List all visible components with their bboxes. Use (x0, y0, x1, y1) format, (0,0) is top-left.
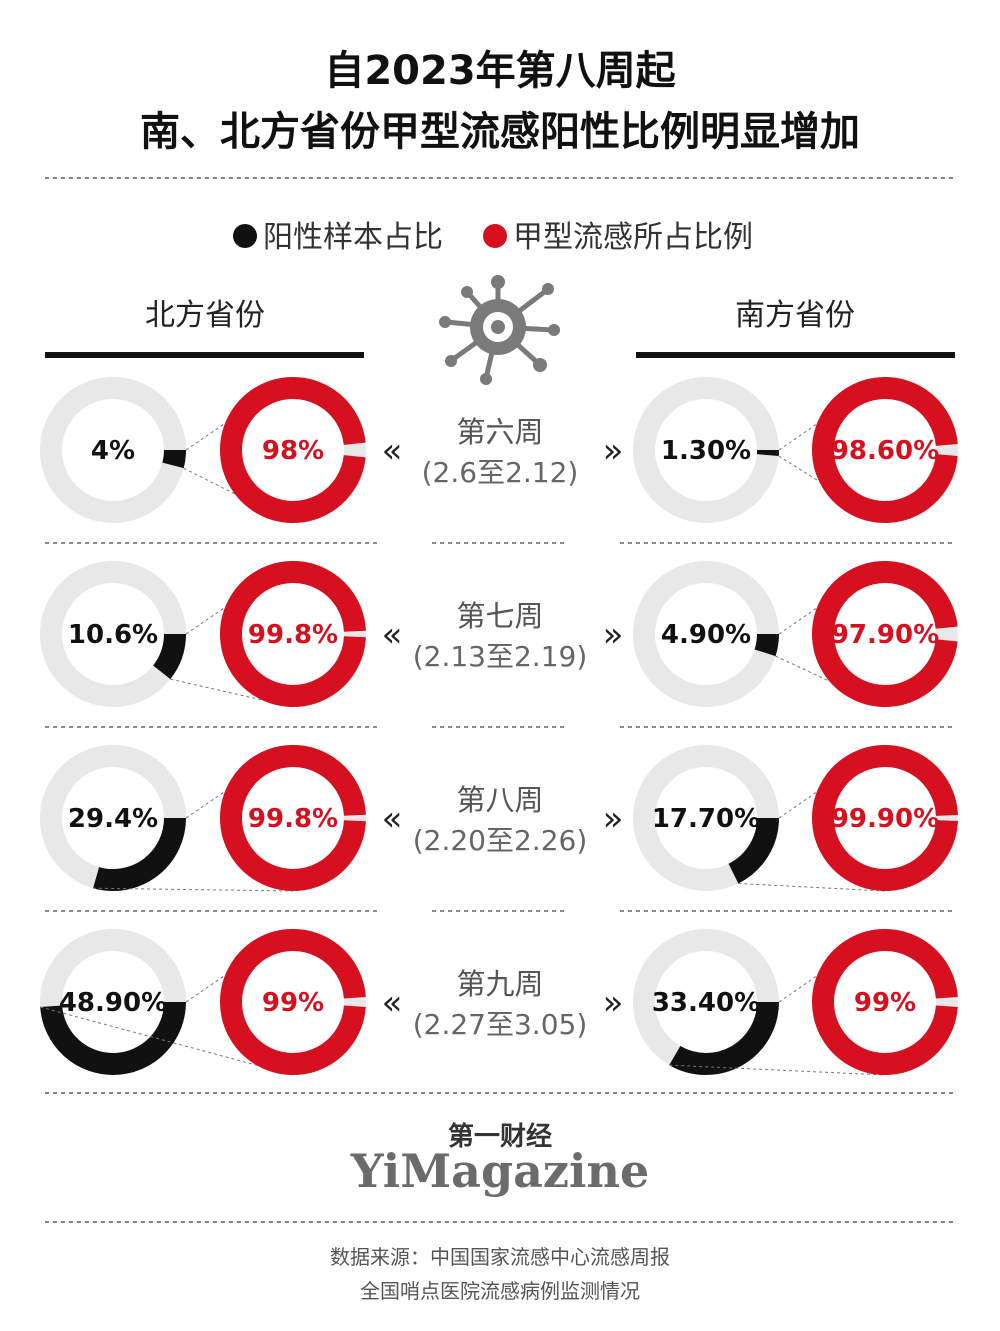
south-flu-a-label: 97.90% (831, 620, 939, 650)
north-positive-arc (93, 817, 186, 891)
chevron-right-icon: » (603, 431, 624, 471)
north-flu-a-label: 99.8% (248, 620, 338, 650)
week-dates: (2.20至2.26) (413, 824, 588, 857)
north-flu-a-arc (220, 745, 366, 891)
legend-flu-a-swatch (483, 224, 507, 248)
week-dates: (2.27至3.05) (413, 1008, 588, 1041)
week-rows: 4% 98% 1.30% 98.60% « » 第六周 (2.6至2.12) 10.6% 99.8… (40, 376, 958, 1076)
chevron-right-icon: » (603, 799, 624, 839)
north-flu-a-label: 99.8% (248, 804, 338, 834)
south-flu-a-arc (812, 929, 958, 1075)
week-label: 第七周 (456, 599, 543, 633)
title-line-1: 自2023年第八周起 (324, 48, 676, 94)
south-positive-label: 33.40% (652, 988, 760, 1018)
region-north-label: 北方省份 (145, 298, 265, 333)
week-row: 48.90% 99% 33.40% 99% « » 第九周 (2.27至3.05) (40, 928, 958, 1076)
legend: 阳性样本占比 甲型流感所占比例 (233, 220, 753, 255)
week-row: 10.6% 99.8% 4.90% 97.90% « » 第七周 (2.13至2.19) (40, 560, 958, 728)
brand-cn: 第一财经 (448, 1121, 552, 1152)
north-connector-bottom (40, 1006, 294, 1076)
chevron-left-icon: « (382, 615, 403, 655)
virus-icon (439, 275, 560, 385)
week-row: 29.4% 99.8% 17.70% 99.90% « » 第八周 (2.20至2.26) (40, 744, 958, 912)
south-connector-bottom (738, 883, 886, 892)
title-line-2: 南、北方省份甲型流感阳性比例明显增加 (140, 109, 860, 155)
chevron-left-icon: « (382, 983, 403, 1023)
region-north-underline (45, 352, 364, 358)
week-dates: (2.13至2.19) (413, 640, 588, 673)
chevron-left-icon: « (382, 799, 403, 839)
legend-positive-label: 阳性样本占比 (263, 220, 443, 255)
source-line-1: 数据来源：中国国家流感中心流感周报 (330, 1245, 670, 1269)
week-label: 第八周 (456, 783, 543, 817)
south-positive-label: 1.30% (661, 436, 751, 466)
south-flu-a-arc (812, 561, 958, 707)
week-dates: (2.6至2.12) (422, 456, 579, 489)
source-line-2: 全国哨点医院流感病例监测情况 (360, 1279, 640, 1303)
north-flu-a-arc (220, 929, 366, 1075)
region-south-label: 南方省份 (735, 298, 855, 333)
south-flu-a-label: 99% (854, 988, 916, 1018)
legend-flu-a-label: 甲型流感所占比例 (513, 220, 753, 255)
north-positive-label: 48.90% (59, 988, 167, 1018)
south-connector-bottom (669, 1064, 886, 1076)
north-flu-a-label: 98% (262, 436, 324, 466)
north-positive-label: 4% (91, 436, 135, 466)
chevron-right-icon: » (603, 983, 624, 1023)
south-flu-a-label: 98.60% (831, 436, 939, 466)
south-flu-a-arc (812, 745, 958, 891)
week-label: 第六周 (456, 415, 543, 449)
south-positive-arc (728, 817, 779, 884)
north-flu-a-label: 99% (262, 988, 324, 1018)
region-south-underline (636, 352, 955, 358)
chevron-right-icon: » (603, 615, 624, 655)
week-label: 第九周 (456, 967, 543, 1001)
brand-en: YiMagazine (350, 1144, 650, 1198)
north-flu-a-arc (220, 377, 366, 523)
south-positive-arc (754, 633, 779, 657)
north-positive-label: 10.6% (68, 620, 158, 650)
chevron-left-icon: « (382, 431, 403, 471)
legend-positive-swatch (233, 224, 257, 248)
north-positive-arc (40, 1001, 186, 1075)
north-positive-arc (162, 449, 186, 469)
south-positive-label: 4.90% (661, 620, 751, 650)
south-positive-label: 17.70% (652, 804, 760, 834)
week-row: 4% 98% 1.30% 98.60% « » 第六周 (2.6至2.12) (40, 376, 958, 544)
north-positive-label: 29.4% (68, 804, 158, 834)
south-positive-arc (669, 1001, 779, 1075)
south-flu-a-label: 99.90% (831, 804, 939, 834)
north-flu-a-arc (220, 561, 366, 707)
north-positive-arc (152, 633, 186, 680)
south-flu-a-arc (812, 377, 958, 523)
